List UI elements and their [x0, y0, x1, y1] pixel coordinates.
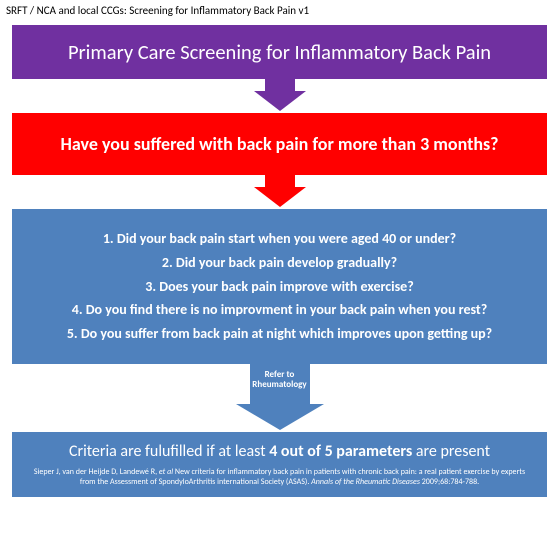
- cite-p1: Sieper J, van der Heijde D, Landewé R,: [34, 467, 159, 477]
- criteria-question: 3. Does your back pain improve with exer…: [145, 275, 413, 299]
- arrow-shaft: [250, 364, 310, 404]
- gate-question-text: Have you suffered with back pain for mor…: [60, 133, 498, 155]
- gate-question-box: Have you suffered with back pain for mor…: [12, 113, 547, 175]
- arrow-1: [0, 79, 559, 113]
- citation-text: Sieper J, van der Heijde D, Landewé R, e…: [26, 467, 533, 487]
- title-text: Primary Care Screening for Inflammatory …: [68, 39, 491, 65]
- arrow-3: Refer to Rheumatology: [0, 364, 559, 430]
- doc-header: SRFT / NCA and local CCGs: Screening for…: [0, 0, 559, 19]
- cite-i2: Annals of the Rheumatic Diseases: [311, 477, 422, 487]
- cite-p3: 2009;68:784-788.: [422, 477, 479, 487]
- criteria-question: 2. Did your back pain develop gradually?: [162, 251, 397, 275]
- criteria-suffix: are present: [412, 442, 490, 461]
- arrow-shaft: [265, 175, 295, 187]
- cite-i1: et al: [159, 467, 175, 477]
- title-box: Primary Care Screening for Inflammatory …: [12, 25, 547, 79]
- criteria-question: 1. Did your back pain start when you wer…: [103, 227, 456, 251]
- criteria-question: 5. Do you suffer from back pain at night…: [67, 322, 492, 346]
- criteria-result-text: Criteria are fulufilled if at least 4 ou…: [69, 442, 490, 461]
- criteria-result-box: Criteria are fulufilled if at least 4 ou…: [12, 432, 547, 497]
- arrow-head-icon: [236, 404, 324, 430]
- criteria-questions-box: 1. Did your back pain start when you wer…: [12, 209, 547, 364]
- criteria-prefix: Criteria are fulufilled if at least: [69, 442, 269, 461]
- arrow-shaft: [265, 79, 295, 91]
- arrow-head-icon: [254, 91, 306, 111]
- arrow-2: [0, 175, 559, 209]
- criteria-bold: 4 out of 5 parameters: [269, 442, 412, 461]
- criteria-question: 4. Do you find there is no improvment in…: [72, 298, 488, 322]
- arrow-head-icon: [254, 187, 306, 207]
